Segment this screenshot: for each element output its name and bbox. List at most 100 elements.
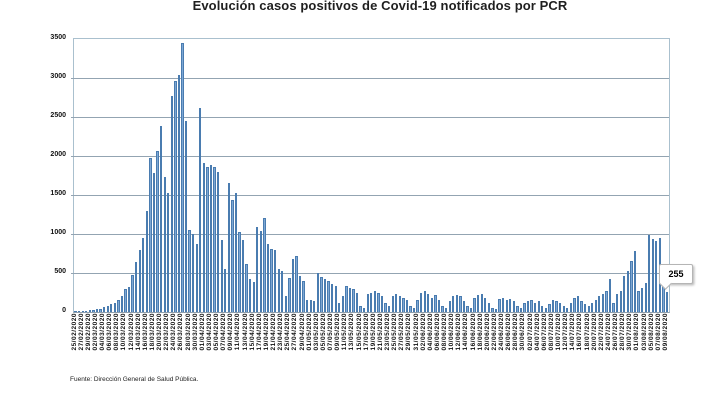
bar [580,301,583,312]
bar [259,230,263,312]
bar [195,243,198,312]
bar [313,301,316,312]
gridline [71,78,669,79]
bar [526,301,530,312]
bar [320,276,323,312]
bar [359,306,362,312]
bar [373,290,377,312]
chart-title: Evolución casos positivos de Covid-19 no… [192,0,568,13]
bar [298,276,302,312]
bar [341,296,344,312]
bar [651,239,654,312]
bar [181,42,184,312]
bar [330,284,334,312]
bar [498,298,501,312]
bar [551,299,555,312]
bar [295,255,298,312]
bar [655,241,658,312]
bar [277,269,280,312]
bar [263,218,266,312]
bar [366,294,369,312]
bar [591,302,594,312]
bar [113,302,116,312]
bar [170,95,173,312]
data-label-value: 255 [668,269,684,279]
bar [249,279,252,312]
plot-area [71,38,670,313]
bar [459,296,462,312]
bar [291,259,295,312]
bar [256,226,259,312]
bar [338,302,341,312]
bar [608,279,612,312]
bar [352,289,355,312]
bar [423,290,426,312]
bar [106,305,109,312]
bar [505,299,508,312]
bar [227,183,230,312]
bar [562,306,565,312]
bar [630,260,633,312]
bar [466,306,469,312]
bar [405,299,409,312]
bar [120,295,124,312]
bar [124,289,127,312]
bar [377,292,380,312]
bar [448,301,451,312]
y-tick-label: 3500 [50,34,66,41]
bar [117,299,120,312]
bar [145,211,148,312]
bar [487,302,491,312]
bar [323,279,327,312]
bar [544,307,548,312]
bar [569,302,572,312]
bar [363,307,366,312]
bar [220,240,223,312]
y-tick-label: 0 [62,307,66,314]
bar [612,302,615,312]
bar [402,297,405,312]
gridline [71,156,669,157]
source-note: Fuente: Dirección General de Salud Públi… [70,376,199,383]
bar [519,307,523,312]
bar [99,308,102,312]
bar [530,299,533,312]
bar [345,285,348,312]
bar [512,301,515,312]
bar [355,292,359,312]
bar [224,269,227,312]
bar [494,308,498,312]
bar [309,299,312,312]
bar [516,306,519,312]
bar [626,271,629,312]
bar [127,287,131,312]
bar [74,311,77,312]
bar [619,290,622,312]
bar [583,304,587,312]
gridline [71,273,669,274]
bar [184,120,188,312]
gridline [71,195,669,196]
bar [387,306,391,312]
bar [110,304,113,312]
bar [159,126,163,312]
bar [640,287,644,312]
bar [234,193,238,312]
bar [302,280,305,312]
bar [316,272,320,312]
bar [213,166,216,312]
y-tick-label: 1000 [50,229,66,236]
bar [334,285,337,312]
bar [509,298,512,312]
bar [177,74,181,312]
bar [156,150,159,312]
bar [623,276,626,312]
bar [135,262,138,312]
bar [380,296,384,312]
bar [452,296,455,312]
bar [238,232,241,312]
bar [78,311,81,312]
bar [206,166,209,312]
gridline [71,117,669,118]
y-tick-label: 2000 [50,151,66,158]
